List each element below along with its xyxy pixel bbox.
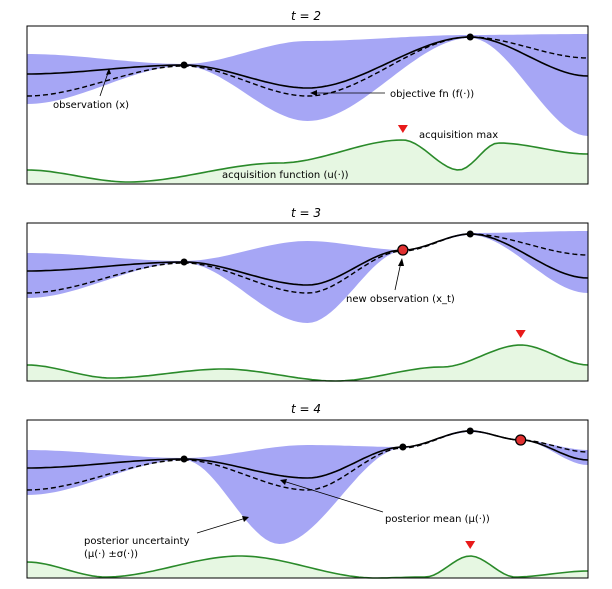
panel-t3: t = 3 new observation (x_t) [26, 206, 589, 382]
observation-point [399, 443, 407, 451]
panel-title: t = 4 [291, 402, 321, 416]
observation-point [466, 230, 474, 238]
panel-title: t = 2 [291, 9, 321, 23]
observation-points [180, 427, 527, 463]
observation-points [180, 33, 474, 69]
posterior-uncertainty-band [27, 430, 588, 544]
new-observation-point [515, 434, 527, 446]
label-objective: objective fn (f(·)) [390, 89, 474, 100]
panel-frame [26, 222, 589, 382]
acquisition-max-marker [465, 541, 476, 549]
label-posterior-uncertainty: posterior uncertainty [84, 536, 190, 547]
acquisition-fill [27, 140, 588, 184]
label-new-observation: new observation (x_t) [346, 294, 455, 305]
acquisition-max-marker [397, 125, 408, 133]
new-observation-point [397, 244, 409, 256]
objective-function-curve [26, 233, 589, 294]
acquisition-function-curve [26, 344, 589, 382]
new-observation-arrowhead [398, 258, 404, 266]
label-acquisition-function: acquisition function (u(·)) [222, 170, 349, 181]
panel-frame [26, 25, 589, 185]
label-posterior-mean: posterior mean (μ(·)) [385, 514, 490, 525]
observation-arrowhead [106, 68, 111, 75]
objective-arrowhead [310, 90, 317, 96]
posterior-uncertainty-arrowhead [242, 516, 249, 522]
new-observation-arrow [394, 261, 402, 291]
objective-function-curve [26, 430, 589, 491]
label-posterior-uncertainty-formula: (μ(·) ±σ(·)) [84, 549, 138, 560]
panel-t4: t = 4 posterior mean (μ(·)) posterior un… [26, 402, 589, 579]
acquisition-function-curve [26, 139, 589, 183]
observation-points [180, 230, 474, 266]
posterior-mean-arrow [282, 480, 384, 513]
label-observation: observation (x) [53, 100, 129, 111]
panel-title: t = 3 [291, 206, 321, 220]
posterior-uncertainty-arrow [196, 517, 247, 534]
observation-point [466, 33, 474, 41]
observation-point [180, 61, 188, 69]
posterior-mean-arrowhead [280, 479, 287, 485]
acquisition-function-curve [26, 555, 589, 579]
posterior-mean-curve [27, 36, 589, 89]
label-acquisition-max: acquisition max [419, 130, 498, 141]
panel-frame [26, 419, 589, 579]
posterior-uncertainty-band [27, 231, 588, 323]
observation-point [466, 427, 474, 435]
acquisition-fill [27, 345, 588, 381]
posterior-mean-curve [27, 233, 589, 286]
panel-t2: t = 2 observation (x) objective fn (f(·)… [26, 9, 589, 185]
objective-function-curve [26, 36, 589, 97]
observation-point [180, 455, 188, 463]
acquisition-max-marker [515, 330, 526, 338]
observation-point [180, 258, 188, 266]
posterior-uncertainty-band [27, 34, 588, 136]
